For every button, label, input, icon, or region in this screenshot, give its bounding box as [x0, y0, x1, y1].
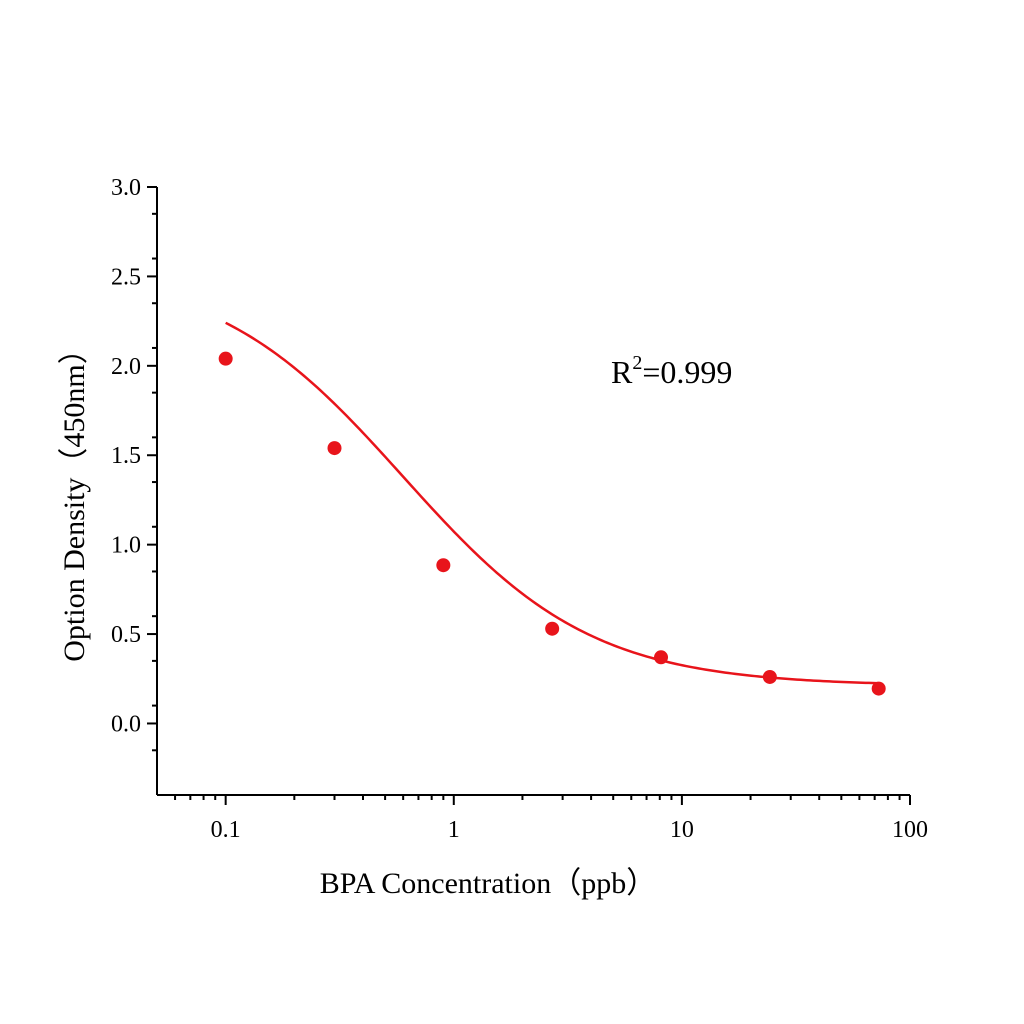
y-tick-label: 1.0: [111, 533, 141, 559]
y-axis-title: Option Density（450nm）: [58, 334, 91, 662]
data-point: [327, 441, 342, 456]
r-squared-superscript: 2: [632, 352, 642, 374]
r-squared-annotation: R2=0.999: [611, 352, 732, 390]
x-tick-label: 1: [448, 817, 460, 843]
y-tick-label: 1.5: [111, 443, 141, 469]
axes: 0.0 0.5 1.0 1.5 2.0 2.5 3.0 0.1 1 10 100: [111, 175, 928, 843]
r-squared-base: R: [611, 354, 633, 390]
y-tick-label: 0.5: [111, 622, 141, 648]
data-point: [654, 650, 669, 665]
data-point: [762, 669, 777, 684]
x-tick-label: 0.1: [211, 817, 241, 843]
y-tick-label: 2.5: [111, 264, 141, 290]
data-point: [871, 681, 886, 696]
data-point: [218, 351, 233, 366]
y-tick-label: 2.0: [111, 354, 141, 380]
data-point: [436, 558, 451, 573]
x-tick-label: 10: [670, 817, 694, 843]
y-tick-label: 3.0: [111, 175, 141, 201]
data-points-layer: [218, 351, 886, 696]
x-axis-title: BPA Concentration（ppb）: [320, 867, 656, 900]
y-tick-label: 0.0: [111, 711, 141, 737]
r-squared-value: =0.999: [642, 354, 732, 390]
data-point: [545, 621, 560, 636]
x-tick-label: 100: [892, 817, 928, 843]
